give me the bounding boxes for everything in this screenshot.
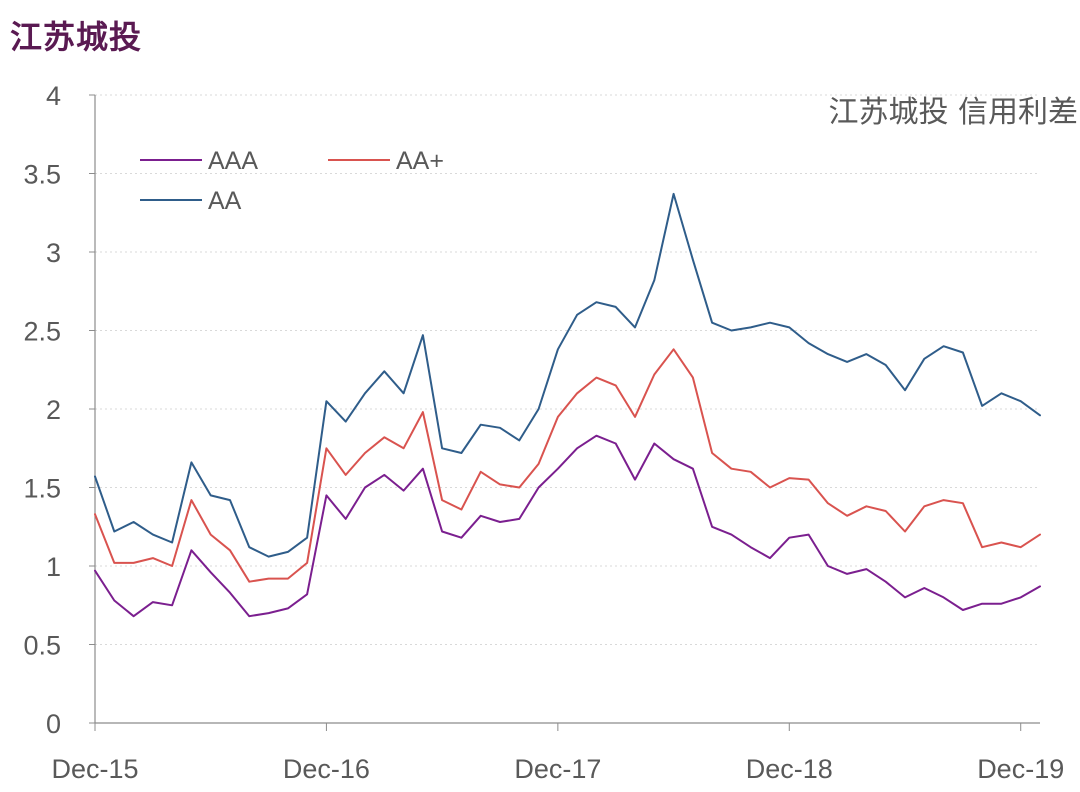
y-tick-label: 0.5: [23, 631, 61, 661]
x-tick-label: Dec-17: [514, 754, 601, 784]
y-tick-label: 0: [46, 709, 61, 739]
y-tick-label: 1: [46, 552, 61, 582]
y-tick-labels: 0 0.5 1 1.5 2 2.5 3 3.5 4: [23, 81, 61, 739]
axes: [89, 94, 1040, 731]
y-tick-label: 3: [46, 238, 61, 268]
legend-label: AAA: [208, 147, 258, 175]
x-tick-label: Dec-15: [51, 754, 138, 784]
x-tick-labels: Dec-15 Dec-16 Dec-17 Dec-18 Dec-19: [51, 754, 1064, 784]
legend-label: AA+: [396, 147, 444, 175]
legend: AAA AA+ AA: [140, 147, 444, 215]
page-title: 江苏城投: [10, 18, 143, 56]
y-tick-label: 4: [46, 81, 61, 111]
x-tick-label: Dec-19: [977, 754, 1064, 784]
y-tick-label: 2: [46, 395, 61, 425]
chart-title: 江苏城投 信用利差: [828, 95, 1078, 130]
series-line-aa: [94, 192, 1041, 558]
series-line-aaplus: [94, 348, 1041, 583]
legend-label: AA: [208, 187, 242, 215]
x-tick-label: Dec-16: [283, 754, 370, 784]
y-tick-label: 1.5: [23, 474, 61, 504]
y-tick-label: 2.5: [23, 317, 61, 347]
y-tick-label: 3.5: [23, 160, 61, 190]
x-tick-label: Dec-18: [746, 754, 833, 784]
series-lines: [94, 192, 1041, 618]
series-line-aaa: [94, 434, 1041, 618]
